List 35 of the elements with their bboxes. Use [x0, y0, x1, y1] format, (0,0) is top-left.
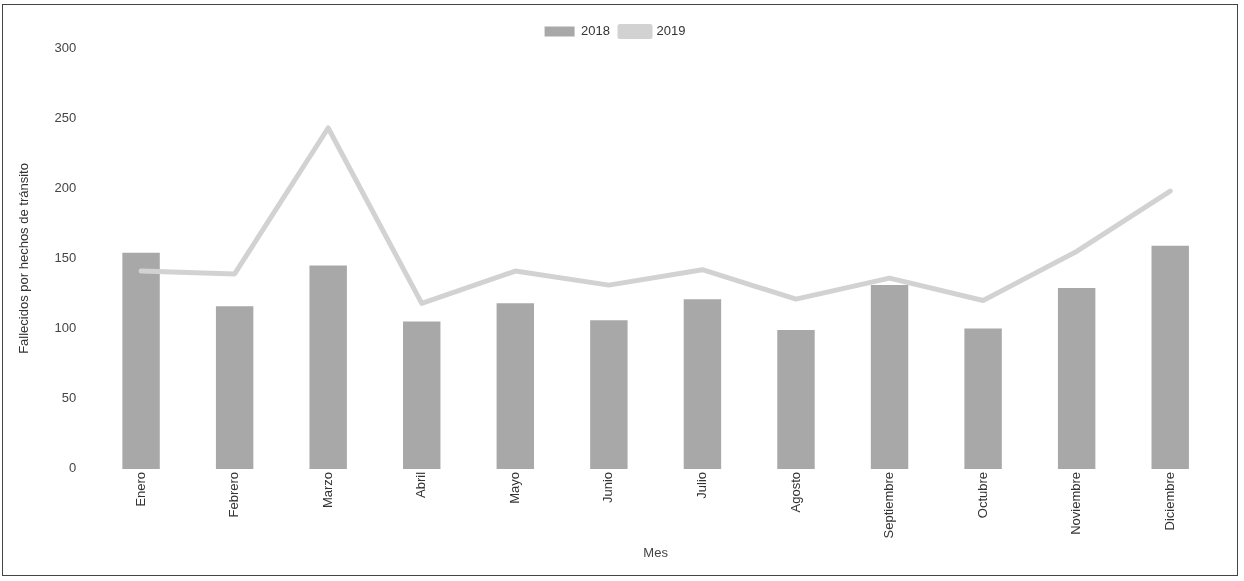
y-tick-label: 300 — [54, 39, 77, 55]
y-tick-label: 200 — [54, 179, 77, 195]
y-tick-label: 150 — [54, 250, 77, 266]
bar — [964, 328, 1002, 469]
bar — [403, 321, 441, 469]
x-tick-label: Febrero — [226, 471, 242, 518]
x-tick-label: Marzo — [319, 471, 335, 509]
bar — [309, 265, 347, 469]
x-tick-label: Noviembre — [1068, 471, 1084, 535]
y-tick-label: 0 — [69, 460, 77, 476]
x-axis-title: Mes — [643, 544, 669, 560]
bar — [1151, 245, 1189, 469]
bar — [122, 252, 160, 469]
bar — [215, 306, 254, 469]
y-tick-label: 50 — [61, 390, 77, 406]
bar — [590, 320, 628, 469]
y-tick-label: 250 — [54, 109, 77, 125]
x-tick-label: Enero — [132, 471, 148, 507]
legend-label: 2019 — [656, 23, 686, 39]
x-tick-label: Abril — [413, 471, 429, 498]
bar — [870, 285, 909, 469]
x-tick-label: Septiembre — [881, 471, 897, 539]
y-tick-label: 100 — [54, 320, 77, 336]
bar — [496, 303, 535, 469]
x-tick-label: Diciembre — [1161, 471, 1177, 531]
x-tick-label: Junio — [600, 471, 616, 503]
x-tick-label: Mayo — [506, 471, 522, 504]
bar — [683, 299, 722, 469]
x-tick-label: Octubre — [974, 471, 990, 519]
x-tick-label: Julio — [694, 471, 709, 499]
bar — [1057, 287, 1096, 469]
y-axis-title: Fallecidos por hechos de tránsito — [16, 163, 32, 354]
bar — [777, 330, 815, 469]
legend-label: 2018 — [581, 23, 610, 39]
x-tick-label: Agosto — [787, 471, 803, 513]
